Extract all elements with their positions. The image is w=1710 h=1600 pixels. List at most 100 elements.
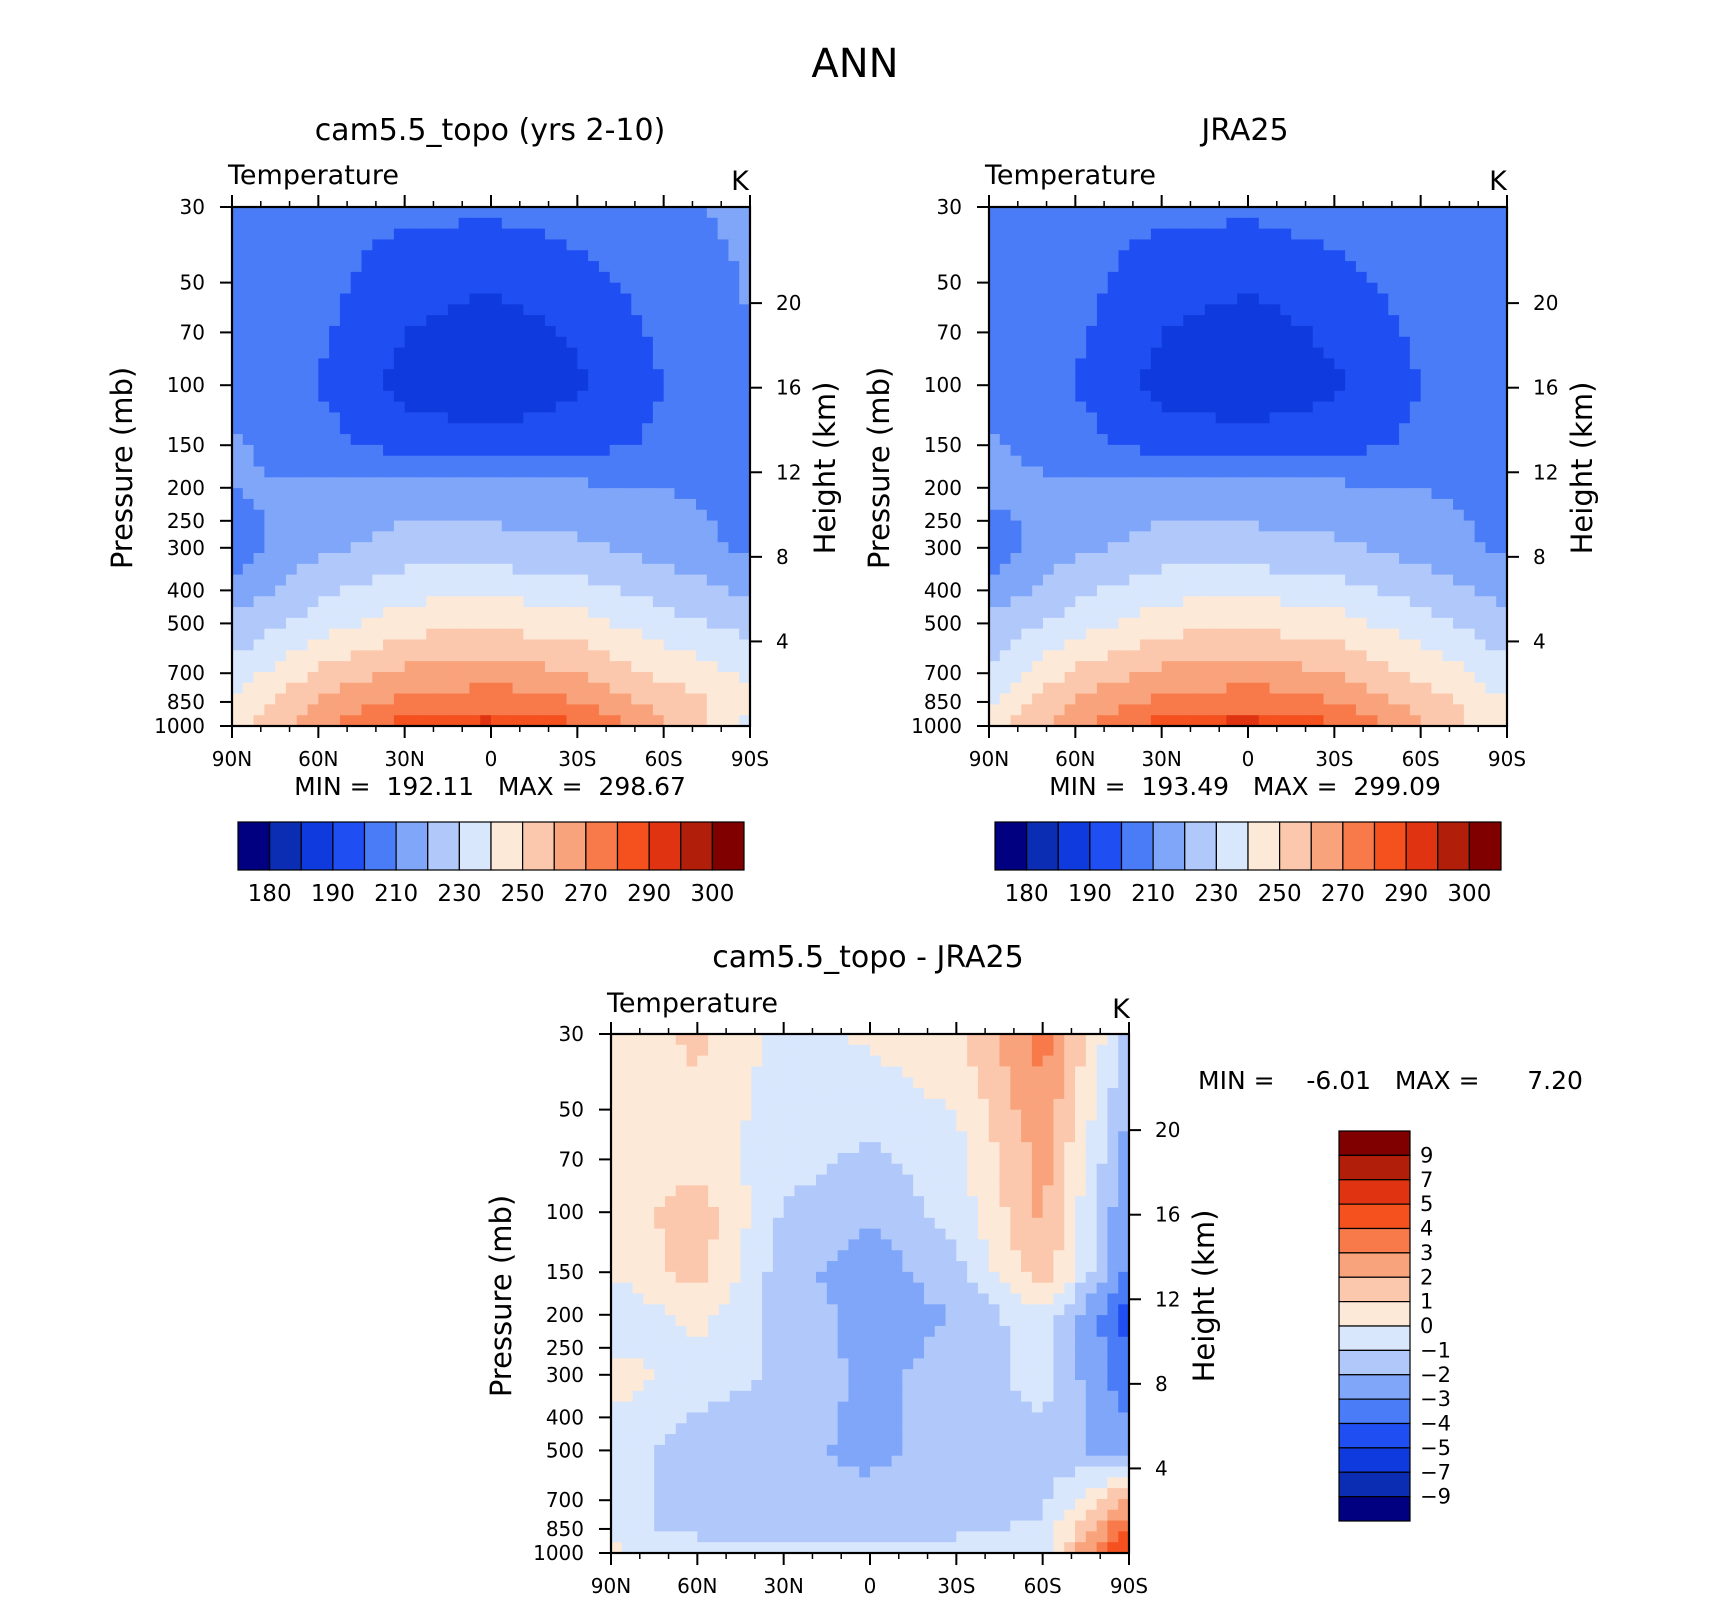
field-cell [696, 596, 708, 608]
field-cell [1312, 434, 1325, 446]
field-cell [1172, 498, 1184, 511]
field-cell [415, 239, 427, 251]
field-cell [989, 563, 1001, 576]
field-cell [1269, 380, 1281, 392]
field-cell [350, 423, 363, 435]
field-cell [621, 1055, 634, 1068]
field-cell [717, 542, 730, 554]
field-cell [1409, 531, 1422, 543]
field-cell [1204, 715, 1217, 727]
field-cell [1194, 650, 1206, 662]
field-cell [296, 282, 309, 295]
field-cell [577, 650, 589, 662]
field-cell [232, 671, 244, 684]
field-cell [1237, 304, 1249, 316]
field-cell [999, 563, 1012, 576]
field-cell [242, 390, 255, 403]
field-cell [1215, 315, 1228, 327]
field-cell [685, 574, 697, 587]
field-cell [1194, 704, 1206, 716]
field-cell [621, 1066, 634, 1078]
field-cell [383, 704, 395, 716]
field-cell [1431, 671, 1443, 684]
field-cell [663, 477, 676, 489]
field-cell [1366, 553, 1379, 565]
field-cell [383, 271, 395, 284]
field-cell [393, 207, 406, 219]
field-cell [1312, 455, 1325, 468]
field-cell [1453, 315, 1465, 327]
field-cell [1064, 542, 1076, 554]
field-cell [577, 336, 589, 349]
field-cell [232, 207, 244, 219]
field-cell [458, 250, 471, 262]
field-cell [642, 639, 654, 651]
field-cell [512, 358, 524, 370]
field-cell [1010, 585, 1022, 597]
field-cell [1334, 315, 1346, 327]
field-cell [1237, 315, 1249, 327]
field-cell [339, 639, 352, 651]
field-cell [728, 207, 740, 219]
field-cell [642, 628, 654, 641]
field-cell [318, 261, 330, 273]
field-cell [1129, 682, 1141, 695]
field-cell [339, 466, 352, 478]
field-cell [1409, 574, 1422, 587]
field-cell [1096, 358, 1109, 370]
field-cell [1345, 466, 1357, 478]
field-cell [1140, 315, 1152, 327]
field-cell [1129, 466, 1141, 478]
field-cell [1129, 553, 1141, 565]
field-cell [1053, 617, 1066, 630]
field-cell [598, 390, 611, 403]
field-cell [1194, 542, 1206, 554]
field-cell [1226, 261, 1238, 273]
field-cell [1409, 380, 1422, 392]
field-cell [329, 239, 341, 251]
field-cell [275, 358, 287, 370]
field-cell [1496, 607, 1508, 619]
field-cell [739, 639, 751, 651]
field-cell [609, 466, 622, 478]
field-cell [1323, 661, 1335, 673]
field-cell [480, 542, 492, 554]
field-cell [1442, 617, 1454, 630]
field-cell [999, 401, 1012, 414]
field-cell [1453, 380, 1465, 392]
field-cell [685, 531, 697, 543]
field-cell [1075, 520, 1087, 532]
field-cell [1161, 282, 1174, 295]
field-cell [1334, 390, 1346, 403]
field-cell [674, 423, 686, 435]
field-cell [1032, 693, 1044, 705]
field-cell [1463, 596, 1476, 608]
field-cell [404, 455, 417, 468]
field-cell [232, 509, 244, 522]
field-cell [1118, 282, 1130, 295]
field-cell [544, 347, 557, 359]
field-cell [1172, 207, 1184, 219]
field-cell [1096, 704, 1109, 716]
field-cell [717, 315, 730, 327]
field-cell [232, 693, 244, 705]
field-cell [275, 682, 287, 695]
field-cell [1301, 628, 1314, 641]
field-cell [642, 401, 654, 414]
field-cell [318, 239, 330, 251]
field-cell [1064, 531, 1076, 543]
field-cell [404, 509, 417, 522]
field-cell [383, 217, 395, 230]
field-cell [1021, 563, 1033, 576]
field-cell [1172, 315, 1184, 327]
field-cell [1258, 671, 1271, 684]
field-cell [1312, 639, 1325, 651]
field-cell [706, 715, 719, 727]
field-cell [1453, 477, 1465, 489]
field-cell [631, 293, 643, 305]
field-cell [296, 693, 309, 705]
field-cell [870, 1034, 882, 1046]
field-cell [307, 390, 319, 403]
field-cell [588, 325, 600, 338]
field-cell [1301, 574, 1314, 587]
